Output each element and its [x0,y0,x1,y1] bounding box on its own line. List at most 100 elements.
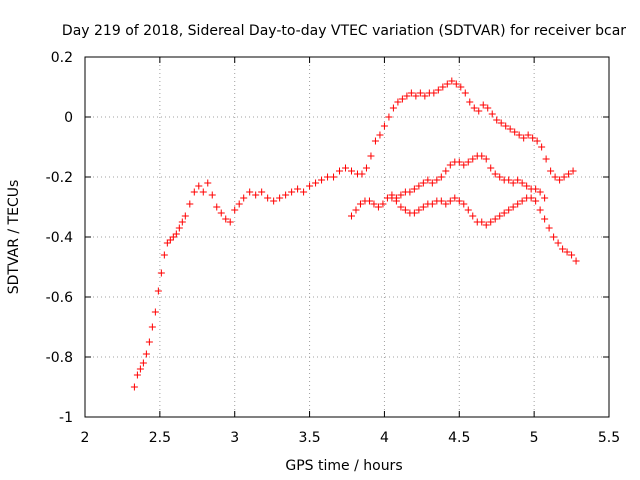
data-point-middle-band [428,179,436,187]
data-point-lower-band [388,194,396,202]
data-point-middle-band [536,188,544,196]
y-axis-title: SDTVAR / TECUs [6,180,22,295]
data-point-plateau [276,194,284,202]
x-axis-title: GPS time / hours [285,458,402,474]
data-point-middle-band [541,194,549,202]
data-point-lower-band [550,233,558,241]
data-point-lower-band [572,257,580,265]
data-point-rise [178,218,186,226]
data-point-plateau [235,200,243,208]
data-point-upper-arc [421,92,429,100]
data-point-middle-band [406,188,414,196]
data-point-lower-band [415,206,423,214]
data-point-plateau [258,188,266,196]
data-point-upper-arc [533,137,541,145]
data-point-middle-band [415,182,423,190]
x-tick-label: 3.5 [298,430,320,446]
data-point-rise [166,236,174,244]
data-point-upper-arc [547,167,555,175]
data-point-rise [169,233,177,241]
data-point-plateau [306,182,314,190]
data-point-upper-arc [479,101,487,109]
data-point-lower-band [500,209,508,217]
data-point-middle-band [437,173,445,181]
data-point-upper-arc [515,131,523,139]
data-point-rise [136,365,144,373]
data-point-middle-band [478,152,486,160]
data-point-middle-band [424,176,432,184]
data-point-lower-band [496,212,504,220]
data-point-upper-arc [367,152,375,160]
data-point-middle-band [352,206,360,214]
data-point-upper-arc [569,167,577,175]
data-point-upper-arc [389,104,397,112]
data-point-upper-arc [493,116,501,124]
data-point-upper-arc [385,113,393,121]
data-point-middle-band [482,155,490,163]
data-point-upper-arc [560,173,568,181]
data-point-rise [139,359,147,367]
data-point-middle-band [446,161,454,169]
data-point-middle-band [460,161,468,169]
data-point-middle-band [518,179,526,187]
data-point-plateau [231,206,239,214]
data-point-rise [133,371,141,379]
data-point-plateau [226,218,234,226]
data-point-upper-arc [488,110,496,118]
data-point-middle-band [523,182,531,190]
data-points [130,77,580,391]
chart-title: Day 219 of 2018, Sidereal Day-to-day VTE… [62,23,626,39]
data-point-upper-arc [524,131,532,139]
data-point-upper-arc [430,89,438,97]
data-point-lower-band [446,197,454,205]
data-point-upper-arc [565,170,573,178]
y-tick-label: 0.2 [51,50,73,66]
data-point-middle-band [509,179,517,187]
data-point-plateau [186,200,194,208]
data-point-upper-arc [434,86,442,94]
x-tick-label: 2 [81,430,90,446]
data-point-lower-band [559,245,567,253]
axis-ticks: 2 2.5 3 3.5 4 4.5 5 5.5 -1 -0.8 -0.6 -0.4 -0.2 0 0.2 [46,50,620,446]
data-point-lower-band [464,206,472,214]
data-point-plateau [217,209,225,217]
data-point-middle-band [356,200,364,208]
data-point-plateau [300,188,308,196]
data-point-lower-band [401,206,409,214]
data-point-plateau [324,173,332,181]
data-point-middle-band [469,155,477,163]
x-tick-label: 2.5 [149,430,171,446]
data-point-lower-band [482,221,490,229]
data-point-upper-arc [403,92,411,100]
x-tick-label: 4 [380,430,389,446]
y-tick-label: -0.4 [46,230,73,246]
data-point-middle-band [370,200,378,208]
data-point-plateau [347,167,355,175]
data-point-middle-band [455,158,463,166]
y-tick-label: -0.8 [46,350,73,366]
data-point-middle-band [365,197,373,205]
data-point-plateau [330,173,338,181]
data-point-middle-band [397,191,405,199]
data-point-plateau [199,188,207,196]
data-point-plateau [208,191,216,199]
data-point-middle-band [487,164,495,172]
data-point-lower-band [563,248,571,256]
data-point-lower-band [451,194,459,202]
data-point-lower-band [410,209,418,217]
data-point-lower-band [419,203,427,211]
data-point-upper-arc [407,89,415,97]
data-point-upper-arc [452,80,460,88]
data-point-lower-band [428,200,436,208]
data-point-middle-band [410,185,418,193]
data-point-plateau [342,164,350,172]
data-point-rise [172,230,180,238]
data-point-upper-arc [376,131,384,139]
y-tick-label: 0 [64,110,73,126]
data-point-middle-band [374,203,382,211]
data-point-plateau [222,215,230,223]
data-point-rise [175,224,183,232]
data-point-lower-band [541,215,549,223]
data-point-lower-band [392,197,400,205]
data-point-plateau [264,194,272,202]
